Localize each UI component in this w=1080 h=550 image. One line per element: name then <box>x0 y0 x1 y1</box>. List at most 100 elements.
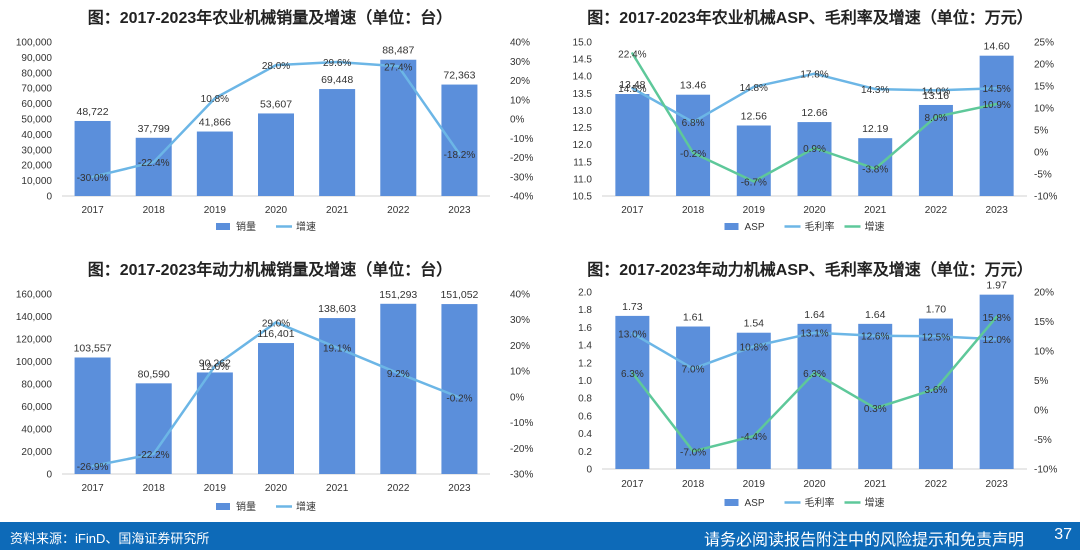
legend-label: ASP <box>745 222 765 233</box>
x-axis-tick-label: 2017 <box>81 205 104 216</box>
x-axis-tick-label: 2020 <box>265 483 288 494</box>
x-axis-tick-label: 2021 <box>864 479 887 490</box>
bar-data-label: 1.97 <box>986 280 1007 292</box>
line-data-label: -0.2% <box>446 393 472 404</box>
left-axis-tick-label: 2.0 <box>578 288 592 299</box>
x-axis-tick-label: 2021 <box>326 483 349 494</box>
legend-swatch-bar <box>216 223 230 230</box>
legend-swatch-bar <box>724 223 739 230</box>
disclaimer-text: 请务必阅读报告附注中的风险提示和免责声明 <box>703 532 1024 549</box>
bar-data-label: 13.48 <box>619 79 645 91</box>
right-axis-tick-label: 30% <box>510 57 530 68</box>
line-data-label: 13.0% <box>618 329 646 340</box>
line-data-label: 8.0% <box>925 113 948 124</box>
bar <box>797 122 832 196</box>
left-axis-tick-label: 14.0 <box>573 72 593 83</box>
legend-label: 毛利率 <box>805 496 835 509</box>
left-axis-tick-label: 1.4 <box>578 341 592 352</box>
line-data-label: 14.3% <box>861 85 889 96</box>
line-data-label: 27.4% <box>384 62 412 73</box>
line-data-label: -4.4% <box>741 432 767 443</box>
left-axis-tick-label: 0 <box>46 470 52 481</box>
bar-data-label: 14.60 <box>984 41 1010 53</box>
line-data-label: 6.3% <box>803 369 826 380</box>
line-data-label: -0.2% <box>680 149 706 160</box>
x-axis-tick-label: 2021 <box>864 205 887 216</box>
series-line-1 <box>631 72 998 124</box>
line-data-label: 29.6% <box>323 58 351 69</box>
line-data-label: -7.0% <box>680 447 706 458</box>
bar-data-label: 1.64 <box>865 309 886 321</box>
chart-power-sales: 0 20,000 40,000 60,000 80,000 100,000 120,000 1… <box>16 289 534 513</box>
left-axis-tick-label: 60,000 <box>21 99 52 110</box>
right-axis-tick-label: -5% <box>1034 435 1052 446</box>
right-axis-tick-label: -20% <box>510 444 533 455</box>
right-axis-tick-label: 20% <box>1034 60 1054 71</box>
bar-data-label: 1.54 <box>744 318 765 330</box>
left-axis-tick-label: 40,000 <box>21 425 52 436</box>
bar-data-label: 12.56 <box>741 111 767 123</box>
right-axis-tick-label: 0% <box>510 392 525 403</box>
line-data-label: -26.9% <box>77 462 109 473</box>
series-line-1 <box>91 321 461 468</box>
left-axis-tick-label: 70,000 <box>21 84 52 95</box>
bar <box>258 343 294 474</box>
x-axis-tick-label: 2023 <box>448 205 471 216</box>
series-line-2 <box>631 315 998 453</box>
left-axis-tick-label: 90,000 <box>21 53 52 64</box>
right-axis-tick-label: -10% <box>1034 192 1057 203</box>
bar <box>979 294 1014 469</box>
bar-data-label: 1.61 <box>683 312 704 324</box>
x-axis-tick-label: 2017 <box>621 479 644 490</box>
right-axis-tick-label: -10% <box>510 418 533 429</box>
bar <box>380 59 417 197</box>
line-data-label: 14.5% <box>982 84 1010 95</box>
bar-data-label: 12.19 <box>862 123 888 135</box>
left-axis-tick-label: 20,000 <box>21 161 52 172</box>
left-axis-tick-label: 20,000 <box>21 447 52 458</box>
left-axis-tick-label: 10.5 <box>573 192 593 203</box>
right-axis-tick-label: -40% <box>510 192 533 203</box>
left-axis-tick-label: 13.5 <box>573 89 593 100</box>
left-axis-tick-label: 1.2 <box>578 358 592 369</box>
chart-title: 图：2017-2023年动力机械ASP、毛利率及增速（单位：万元） <box>587 262 1033 279</box>
bar <box>258 113 294 196</box>
left-axis-tick-label: 14.5 <box>573 55 593 66</box>
right-axis-tick-label: -10% <box>510 134 533 145</box>
bar-data-label: 1.64 <box>804 309 825 321</box>
right-axis-tick-label: -20% <box>510 153 533 164</box>
right-axis-tick-label: 0% <box>510 115 525 126</box>
line-data-label: 10.8% <box>740 342 768 353</box>
series-line-1 <box>91 60 461 179</box>
chart-panel-power-sales: 图：2017-2023年动力机械销量及增速（单位：台） 0 20,000 40,00… <box>0 256 540 518</box>
bar <box>918 104 953 196</box>
bar-data-label: 151,052 <box>440 289 478 301</box>
bar-data-label: 72,363 <box>443 70 475 82</box>
line-data-label: 6.3% <box>621 369 644 380</box>
chart-title: 图：2017-2023年动力机械销量及增速（单位：台） <box>87 262 453 279</box>
line-data-label: 6.8% <box>682 118 705 129</box>
legend-label: 毛利率 <box>805 220 835 233</box>
bar <box>615 315 650 469</box>
left-axis-tick-label: 100,000 <box>16 38 53 49</box>
right-axis-tick-label: 40% <box>510 38 530 49</box>
line-data-label: -18.2% <box>444 150 476 161</box>
chart-panel-power-asp: 图：2017-2023年动力机械ASP、毛利率及增速（单位：万元） 0 0.2 0.… <box>540 256 1080 518</box>
line-data-label: 14.8% <box>740 83 768 94</box>
line-data-label: 28.0% <box>262 61 290 72</box>
bar <box>74 357 111 474</box>
chart-ag-asp: 10.5 11.0 11.5 12.0 12.5 13.0 13.5 14.0 14.5 15.0… <box>573 38 1058 234</box>
right-axis-tick-label: -30% <box>510 470 533 481</box>
legend-label: 增速 <box>865 220 885 233</box>
x-axis-tick-label: 2019 <box>204 483 227 494</box>
bar-data-label: 80,590 <box>138 368 170 380</box>
right-axis-tick-label: 0% <box>1034 406 1049 417</box>
bar <box>380 303 417 474</box>
chart-title: 图：2017-2023年农业机械销量及增速（单位：台） <box>87 10 453 27</box>
x-axis-tick-label: 2022 <box>387 205 410 216</box>
x-axis-tick-label: 2018 <box>143 483 166 494</box>
bar-data-label: 138,603 <box>318 303 356 315</box>
bar-data-label: 151,293 <box>379 289 417 301</box>
bar-data-label: 53,607 <box>260 98 292 110</box>
line-data-label: -30.0% <box>77 173 109 184</box>
